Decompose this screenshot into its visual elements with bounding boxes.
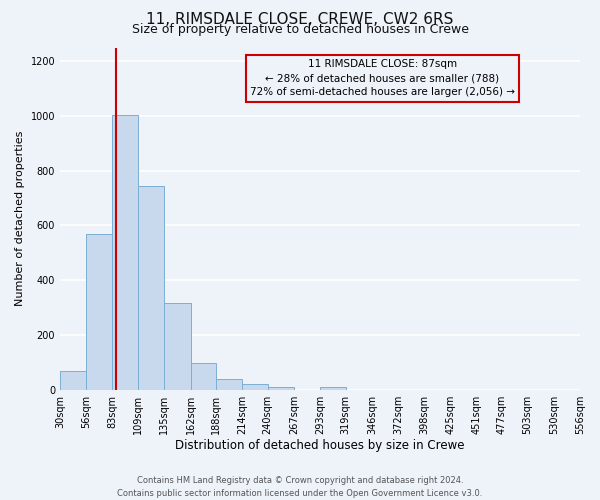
Bar xyxy=(112,114,138,390)
Bar xyxy=(268,387,295,390)
X-axis label: Distribution of detached houses by size in Crewe: Distribution of detached houses by size … xyxy=(175,440,465,452)
Text: 11 RIMSDALE CLOSE: 87sqm
← 28% of detached houses are smaller (788)
72% of semi-: 11 RIMSDALE CLOSE: 87sqm ← 28% of detach… xyxy=(250,60,515,98)
Bar xyxy=(138,186,164,390)
Text: Contains HM Land Registry data © Crown copyright and database right 2024.
Contai: Contains HM Land Registry data © Crown c… xyxy=(118,476,482,498)
Y-axis label: Number of detached properties: Number of detached properties xyxy=(15,131,25,306)
Bar xyxy=(320,387,346,390)
Bar xyxy=(191,363,216,390)
Text: 11, RIMSDALE CLOSE, CREWE, CW2 6RS: 11, RIMSDALE CLOSE, CREWE, CW2 6RS xyxy=(146,12,454,26)
Bar xyxy=(164,304,191,390)
Bar xyxy=(86,234,112,390)
Bar xyxy=(242,384,268,390)
Bar xyxy=(216,379,242,390)
Text: Size of property relative to detached houses in Crewe: Size of property relative to detached ho… xyxy=(131,24,469,36)
Bar xyxy=(60,370,86,390)
